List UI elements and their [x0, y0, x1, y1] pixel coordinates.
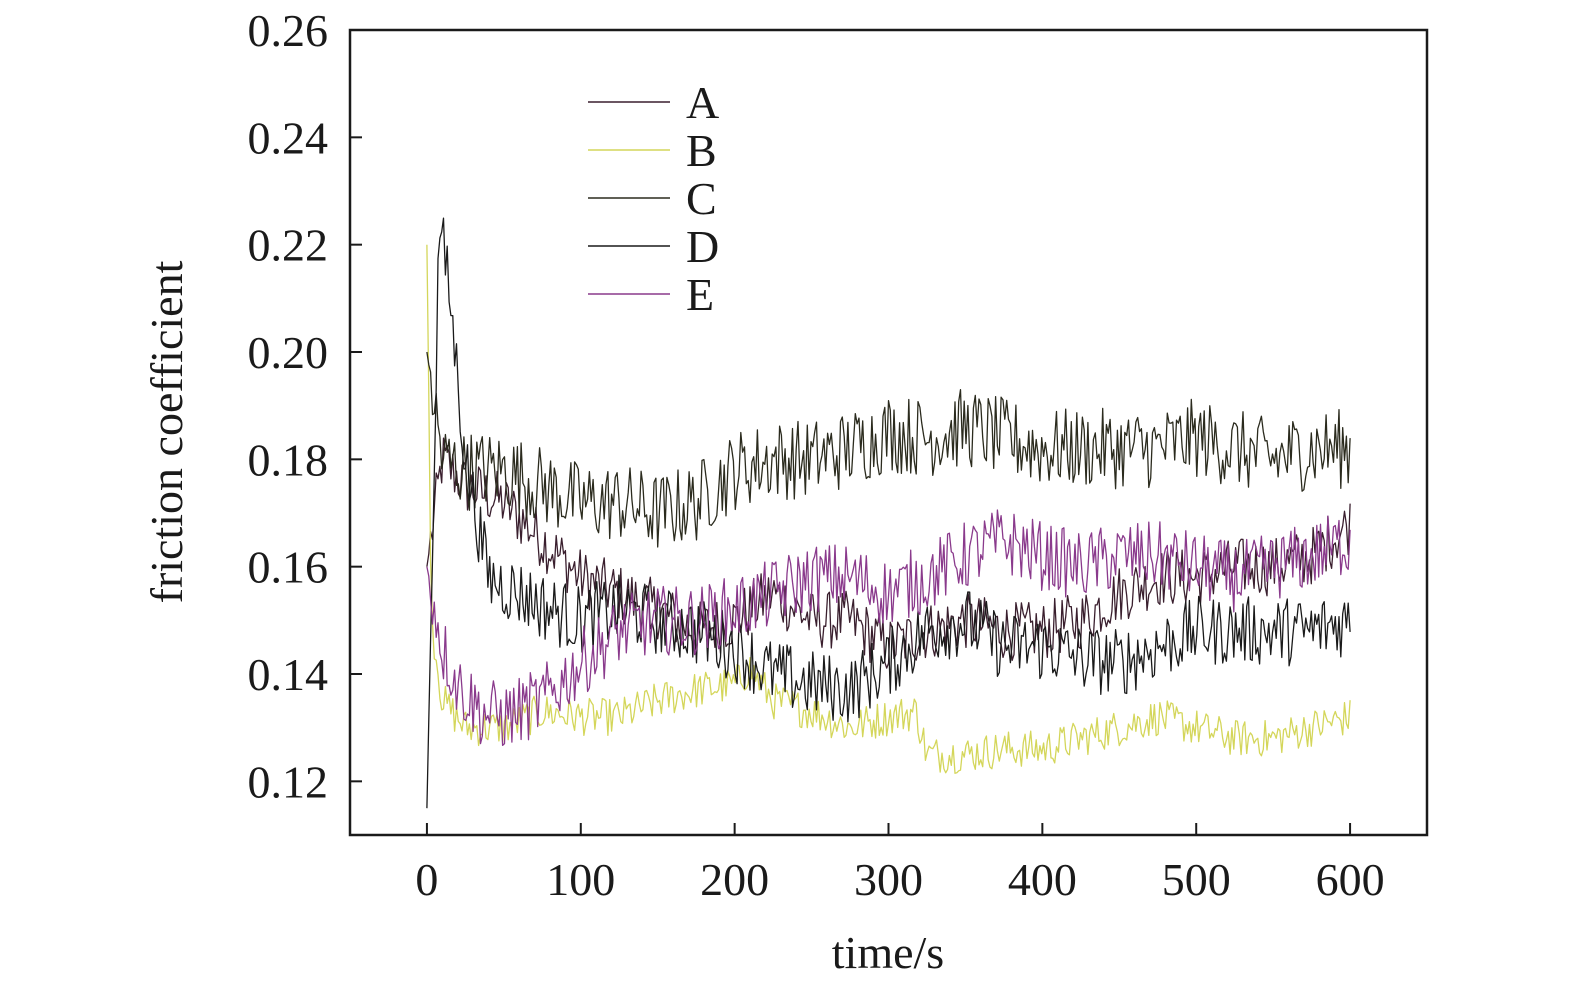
x-tick-label: 600: [1316, 854, 1385, 905]
x-tick-label: 500: [1162, 854, 1231, 905]
x-axis-title: time/s: [832, 927, 944, 978]
y-tick-label: 0.12: [248, 756, 329, 807]
legend-label-B: B: [686, 125, 717, 176]
x-tick-label: 400: [1008, 854, 1077, 905]
x-axis: 0 100 200 300 400 500 600: [415, 823, 1385, 905]
y-axis-title: friction coefficient: [141, 260, 192, 603]
x-tick-label: 0: [415, 854, 438, 905]
series-line-B: [426, 244, 1351, 774]
y-tick-label: 0.20: [248, 327, 329, 378]
plot-frame: [348, 28, 1429, 837]
x-tick-label: 200: [700, 854, 769, 905]
legend-label-D: D: [686, 221, 719, 272]
y-axis: 0.12 0.14 0.16 0.18 0.20 0.22 0.24 0.26: [248, 5, 362, 807]
legend-label-A: A: [686, 77, 719, 128]
legend-label-E: E: [686, 269, 714, 320]
series-line-C: [426, 351, 1351, 548]
y-tick-label: 0.22: [248, 220, 329, 271]
legend-label-C: C: [686, 173, 717, 224]
series-line-E: [426, 509, 1351, 747]
y-tick-label: 0.16: [248, 542, 329, 593]
series-layer: [426, 217, 1351, 809]
y-tick-label: 0.24: [248, 112, 329, 163]
series-line-A: [426, 437, 1351, 669]
x-tick-label: 300: [854, 854, 923, 905]
y-tick-label: 0.26: [248, 5, 329, 56]
y-tick-label: 0.18: [248, 434, 329, 485]
series-line-D: [426, 217, 1351, 809]
y-tick-label: 0.14: [248, 649, 329, 700]
x-tick-label: 100: [546, 854, 615, 905]
